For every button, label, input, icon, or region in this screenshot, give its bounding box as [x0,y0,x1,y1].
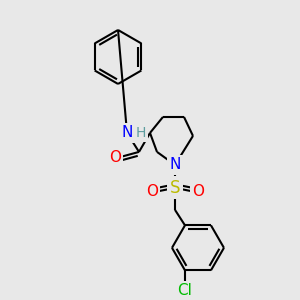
Text: N: N [169,158,181,172]
Text: O: O [109,150,121,165]
Text: N: N [121,125,133,140]
Text: S: S [170,179,180,197]
Text: O: O [146,184,158,200]
Text: O: O [192,184,204,200]
Text: Cl: Cl [178,283,192,298]
Text: H: H [136,126,146,140]
